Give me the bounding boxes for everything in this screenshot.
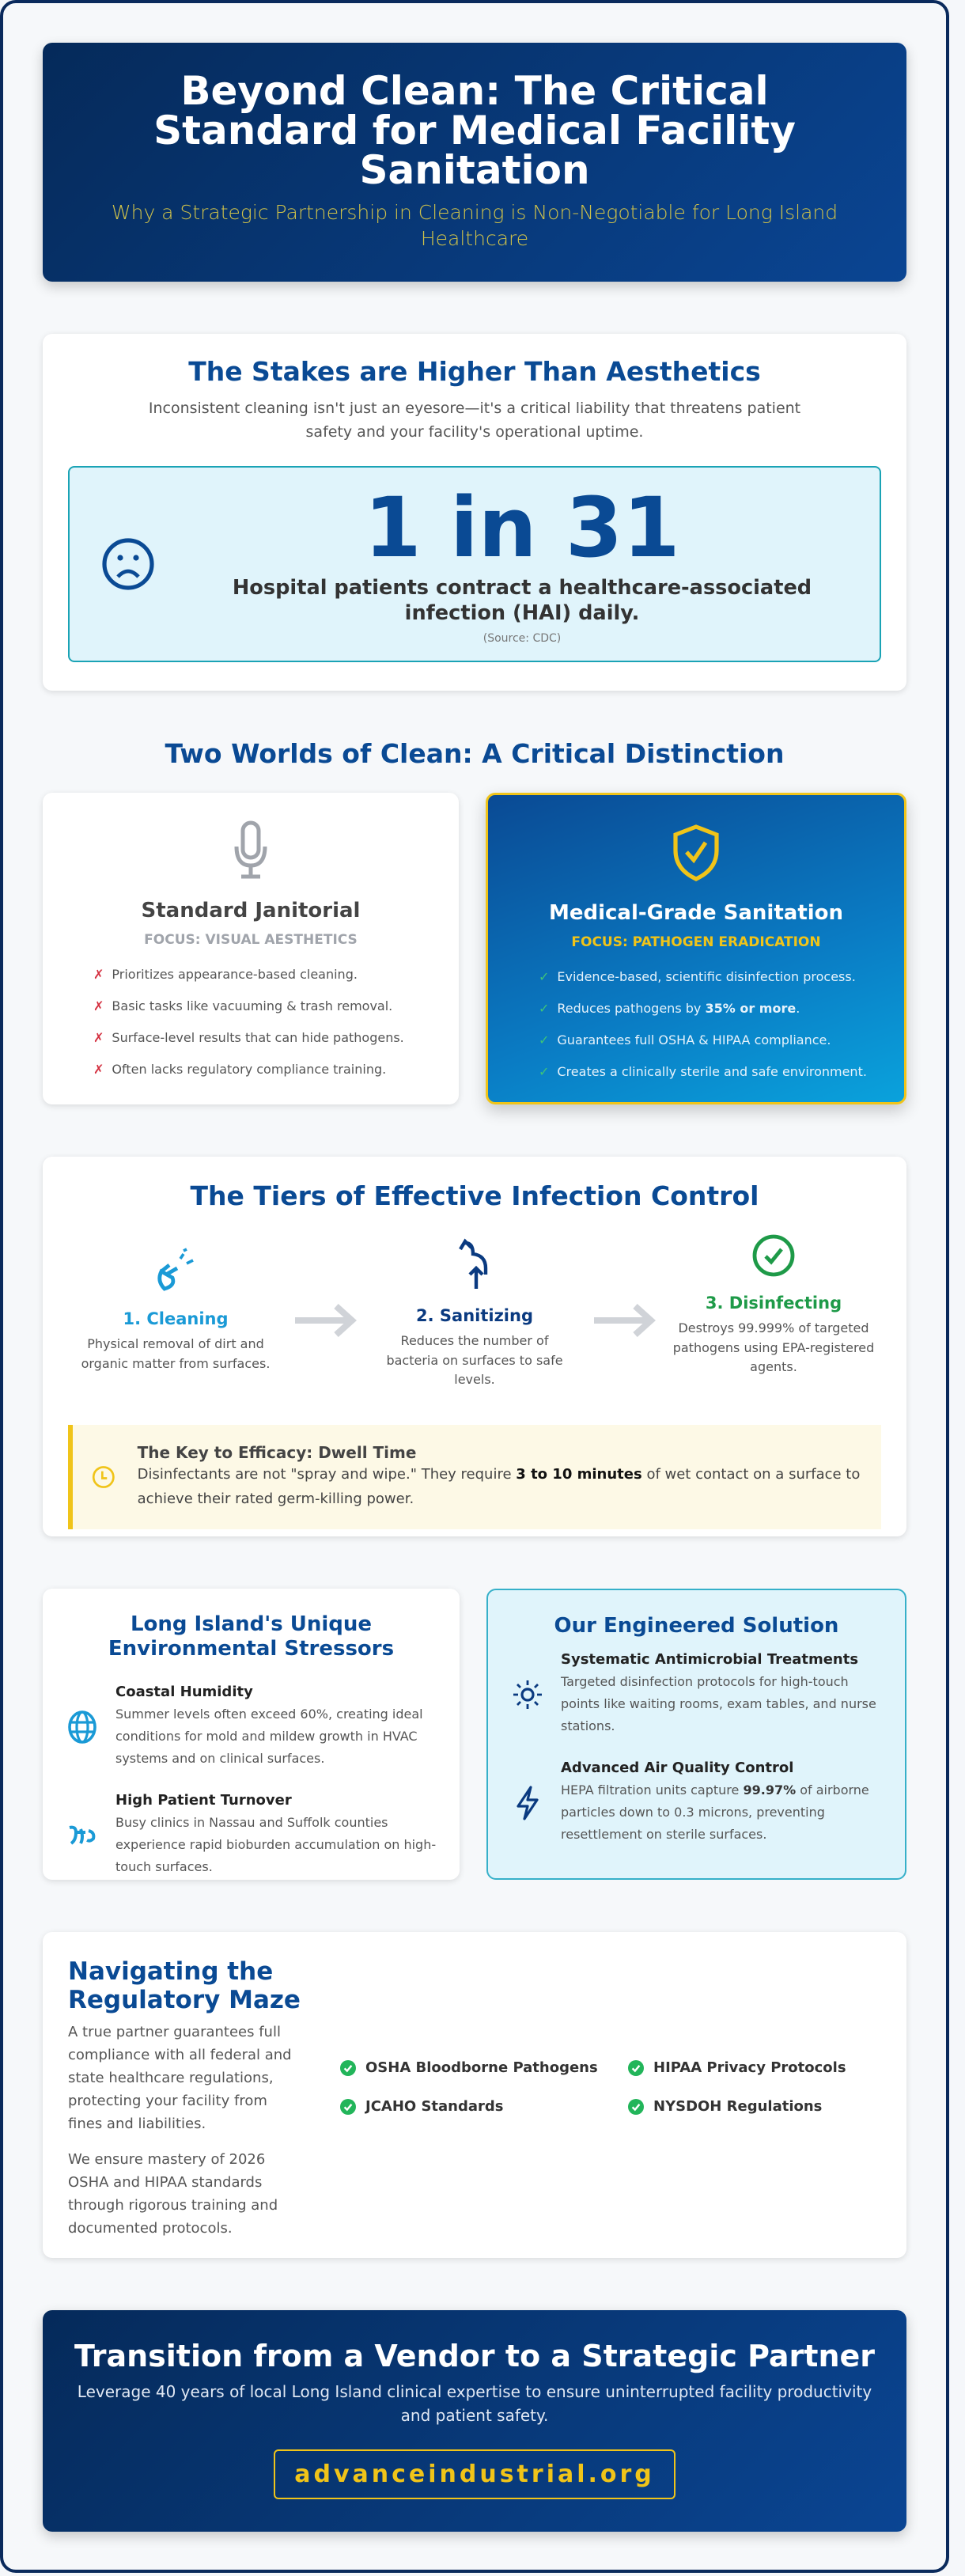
step-title: 1. Cleaning xyxy=(123,1309,229,1328)
clock-icon xyxy=(92,1465,115,1488)
check-icon: ✓ xyxy=(539,969,550,984)
cta-text: Leverage 40 years of local Long Island c… xyxy=(77,2382,872,2425)
solution-item: Systematic Antimicrobial Treatments Targe… xyxy=(510,1651,883,1737)
step-description: Destroys 99.999% of targeted pathogens u… xyxy=(672,1320,875,1375)
stat-box: 1 in 31 Hospital patients contract a hea… xyxy=(68,466,881,662)
callout-text: Disinfectants are not "spray and wipe." … xyxy=(137,1465,861,1507)
card-title: Medical-Grade Sanitation xyxy=(548,901,844,925)
card-title: Long Island's Unique Environmental Stres… xyxy=(108,1612,395,1661)
card-title: Our Engineered Solution xyxy=(554,1614,839,1638)
arrow-right-icon xyxy=(594,1304,656,1337)
check-circle-icon xyxy=(628,2059,644,2076)
card-focus: FOCUS: PATHOGEN ERADICATION xyxy=(571,934,821,950)
step-title: 3. Disinfecting xyxy=(705,1294,842,1313)
check-circle-icon xyxy=(340,2098,356,2115)
dwell-time-callout: The Key to Efficacy: Dwell Time Disinfec… xyxy=(68,1424,881,1529)
arrow-right-icon xyxy=(295,1304,357,1337)
section-title: Two Worlds of Clean: A Critical Distinct… xyxy=(165,738,785,769)
website-link-button[interactable]: advanceindustrial.org xyxy=(274,2449,676,2499)
list-item: ✗ Often lacks regulatory compliance train… xyxy=(93,1062,459,1093)
compliance-checklist: OSHA Bloodborne Pathogens HIPAA Privacy … xyxy=(340,2059,881,2115)
page-title: Beyond Clean: The Critical Standard for … xyxy=(153,68,796,193)
callout-title: The Key to Efficacy: Dwell Time xyxy=(137,1442,417,1462)
list-item: ✗ Prioritizes appearance-based cleaning. xyxy=(93,967,459,998)
solution-card: Our Engineered Solution Systematic Antim… xyxy=(486,1589,906,1880)
solution-item: Advanced Air Quality Control HEPA filtrat… xyxy=(510,1760,883,1846)
x-icon: ✗ xyxy=(93,1030,104,1045)
sanitize-arrows-icon xyxy=(459,1238,488,1289)
stat-description: Hospital patients contract a healthcare-… xyxy=(232,576,812,625)
check-icon: ✓ xyxy=(539,1032,550,1047)
shield-check-icon xyxy=(673,824,719,881)
stressors-card: Long Island's Unique Environmental Stres… xyxy=(43,1589,460,1880)
regulatory-section: Navigating the Regulatory Maze A true pa… xyxy=(43,1932,906,2258)
medical-grade-card: Medical-Grade Sanitation FOCUS: PATHOGEN… xyxy=(486,793,906,1104)
stat-source: (Source: CDC) xyxy=(482,632,562,645)
x-icon: ✗ xyxy=(93,1062,104,1077)
step-title: 2. Sanitizing xyxy=(416,1306,533,1325)
check-circle-icon xyxy=(752,1234,795,1277)
spray-icon xyxy=(157,1248,194,1291)
cta-title: Transition from a Vendor to a Strategic … xyxy=(74,2339,876,2373)
step-sanitizing: 2. Sanitizing Reduces the number of bact… xyxy=(373,1233,576,1390)
regulatory-text: A true partner guarantees full complianc… xyxy=(68,2024,292,2132)
check-circle-icon xyxy=(628,2098,644,2115)
list-item: ✗ Basic tasks like vacuuming & trash remo… xyxy=(93,998,459,1030)
stressor-item: Coastal Humidity Summer levels often exce… xyxy=(65,1684,437,1770)
stakes-text: Inconsistent cleaning isn't just an eyes… xyxy=(148,400,801,441)
comparison: Standard Janitorial FOCUS: VISUAL AESTHE… xyxy=(43,793,906,1104)
standard-janitorial-card: Standard Janitorial FOCUS: VISUAL AESTHE… xyxy=(43,793,459,1104)
list-item: ✓ Guarantees full OSHA & HIPAA compliance… xyxy=(539,1032,904,1064)
lightning-icon xyxy=(517,1785,539,1820)
globe-icon xyxy=(68,1710,96,1744)
microphone-icon xyxy=(234,820,267,879)
regulatory-text: We ensure mastery of 2026 OSHA and HIPAA… xyxy=(68,2151,278,2237)
hero-banner: Beyond Clean: The Critical Standard for … xyxy=(43,43,906,282)
step-disinfecting: 3. Disinfecting Destroys 99.999% of targ… xyxy=(672,1233,875,1377)
list-item: ✓ Evidence-based, scientific disinfection… xyxy=(539,969,904,1001)
section-title: The Tiers of Effective Infection Control xyxy=(190,1180,759,1211)
sun-icon xyxy=(513,1680,542,1709)
sad-face-icon xyxy=(102,538,154,590)
stat-value: 1 in 31 xyxy=(364,479,680,576)
tiers-section: The Tiers of Effective Infection Control… xyxy=(43,1157,906,1536)
stressor-item: High Patient Turnover Busy clinics in Nas… xyxy=(65,1792,437,1878)
checklist-item: OSHA Bloodborne Pathogens xyxy=(340,2059,628,2076)
x-icon: ✗ xyxy=(93,967,104,982)
section-title: The Stakes are Higher Than Aesthetics xyxy=(188,356,761,387)
page-subtitle: Why a Strategic Partnership in Cleaning … xyxy=(111,201,838,250)
card-focus: FOCUS: VISUAL AESTHETICS xyxy=(144,932,358,948)
check-icon: ✓ xyxy=(539,1064,550,1079)
check-icon: ✓ xyxy=(539,1001,550,1016)
cta-banner: Transition from a Vendor to a Strategic … xyxy=(43,2310,906,2532)
step-cleaning: 1. Cleaning Physical removal of dirt and… xyxy=(74,1233,277,1373)
list-item: ✓ Creates a clinically sterile and safe e… xyxy=(539,1064,904,1096)
checklist-item: NYSDOH Regulations xyxy=(628,2098,881,2115)
list-item: ✗ Surface-level results that can hide pat… xyxy=(93,1030,459,1062)
list-item: ✓ Reduces pathogens by 35% or more. xyxy=(539,1001,904,1032)
people-flow-icon xyxy=(69,1825,96,1845)
checklist-item: JCAHO Standards xyxy=(340,2098,628,2115)
x-icon: ✗ xyxy=(93,998,104,1013)
checklist-item: HIPAA Privacy Protocols xyxy=(628,2059,881,2076)
section-title: Navigating the Regulatory Maze xyxy=(68,1957,301,2014)
check-circle-icon xyxy=(340,2059,356,2076)
step-description: Physical removal of dirt and organic mat… xyxy=(81,1336,271,1371)
step-description: Reduces the number of bacteria on surfac… xyxy=(386,1333,563,1388)
stakes-section: The Stakes are Higher Than Aesthetics In… xyxy=(43,334,906,691)
card-title: Standard Janitorial xyxy=(141,899,361,922)
